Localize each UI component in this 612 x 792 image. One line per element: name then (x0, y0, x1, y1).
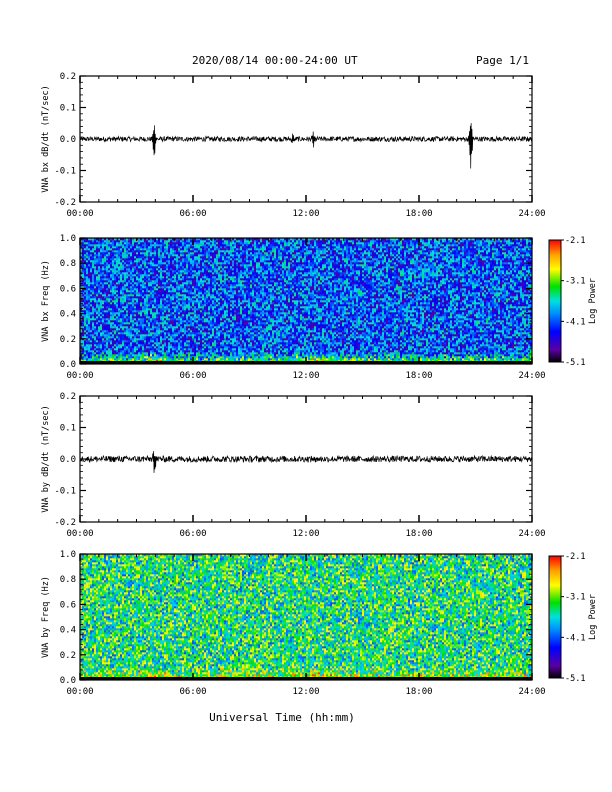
y-tick-label: 1.0 (60, 550, 76, 560)
y-tick-label: -0.2 (54, 518, 76, 528)
x-tick-label: 00:00 (66, 371, 93, 381)
x-tick-label: 24:00 (518, 209, 545, 219)
y-tick-label: 0.1 (60, 424, 76, 434)
chart-title: 2020/08/14 00:00-24:00 UT (192, 54, 358, 67)
colorbar-tick-label: -5.1 (565, 358, 585, 368)
x-tick-label: 24:00 (518, 371, 545, 381)
y-tick-label: 0.0 (60, 676, 76, 686)
x-tick-label: 12:00 (292, 687, 319, 697)
x-axis-label: Universal Time (hh:mm) (209, 711, 355, 724)
spectrogram-cells-1 (80, 238, 533, 365)
y-tick-label: -0.1 (54, 167, 76, 177)
colorbar-tick-label: -5.1 (565, 674, 585, 684)
y-tick-label: 0.2 (60, 335, 76, 345)
x-tick-label: 06:00 (179, 687, 206, 697)
x-tick-label: 00:00 (66, 687, 93, 697)
colorbar-tick-label: -2.1 (565, 236, 585, 246)
trace-line-0 (79, 123, 533, 169)
y-tick-label: -0.1 (54, 487, 76, 497)
x-tick-label: 00:00 (66, 529, 93, 539)
page-indicator: Page 1/1 (476, 54, 529, 67)
y-tick-label: 0.0 (60, 135, 76, 145)
y-tick-label: 0.1 (60, 104, 76, 114)
colorbar-tick-label: -4.1 (565, 317, 585, 327)
y-tick-label: 0.4 (60, 626, 76, 636)
y-tick-label: -0.2 (54, 198, 76, 208)
x-tick-label: 12:00 (292, 209, 319, 219)
colorbar-tick-label: -4.1 (565, 633, 585, 643)
y-tick-label: 0.2 (60, 72, 76, 82)
y-tick-label: 0.4 (60, 310, 76, 320)
y-tick-label: 0.8 (60, 575, 76, 585)
x-tick-label: 24:00 (518, 529, 545, 539)
y-axis-label: VNA by dB/dt (nT/sec) (41, 405, 51, 512)
y-tick-label: 1.0 (60, 234, 76, 244)
x-tick-label: 06:00 (179, 209, 206, 219)
x-tick-label: 12:00 (292, 371, 319, 381)
colorbar-label: Log Power (588, 594, 598, 640)
x-tick-label: 18:00 (405, 209, 432, 219)
colorbar-tick-label: -3.1 (565, 277, 585, 287)
y-tick-label: 0.2 (60, 651, 76, 661)
x-tick-label: 06:00 (179, 529, 206, 539)
trace-line-2 (79, 451, 533, 473)
y-tick-label: 0.0 (60, 455, 76, 465)
y-tick-label: 0.0 (60, 360, 76, 370)
colorbar-1 (548, 239, 562, 363)
y-tick-label: 0.2 (60, 392, 76, 402)
colorbar-tick-label: -2.1 (565, 552, 585, 562)
x-tick-label: 18:00 (405, 687, 432, 697)
x-tick-label: 00:00 (66, 209, 93, 219)
x-tick-label: 06:00 (179, 371, 206, 381)
colorbar-tick-label: -3.1 (565, 593, 585, 603)
spectrogram-cells-3 (80, 554, 533, 681)
y-tick-label: 0.6 (60, 284, 76, 294)
colorbar-label: Log Power (588, 278, 598, 324)
x-tick-label: 18:00 (405, 371, 432, 381)
colorbar-3 (548, 555, 562, 679)
y-axis-label: VNA bx Freq (Hz) (41, 260, 51, 342)
x-tick-label: 18:00 (405, 529, 432, 539)
x-tick-label: 24:00 (518, 687, 545, 697)
y-tick-label: 0.6 (60, 600, 76, 610)
y-axis-label: VNA bx dB/dt (nT/sec) (41, 85, 51, 192)
x-tick-label: 12:00 (292, 529, 319, 539)
y-axis-label: VNA by Freq (Hz) (41, 576, 51, 658)
y-tick-label: 0.8 (60, 259, 76, 269)
